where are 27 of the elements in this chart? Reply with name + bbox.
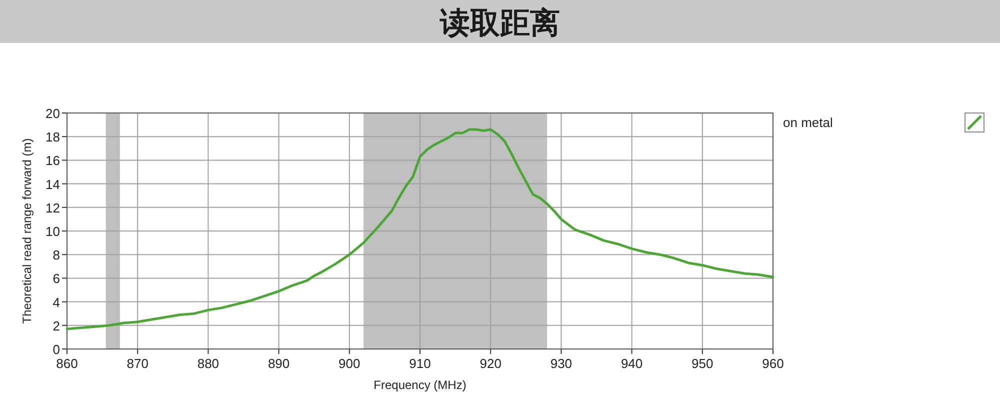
x-axis-title: Frequency (MHz) xyxy=(374,378,466,392)
x-tick-label: 920 xyxy=(480,356,502,371)
chart-title: 读取距离 xyxy=(439,6,560,40)
y-tick-label: 8 xyxy=(52,248,60,263)
x-tick-label: 890 xyxy=(268,356,290,371)
y-tick-label: 12 xyxy=(46,200,60,216)
y-tick-label: 10 xyxy=(46,224,60,239)
x-tick-label: 950 xyxy=(692,356,714,371)
x-tick-label: 900 xyxy=(338,356,360,371)
y-tick-label: 2 xyxy=(52,318,60,334)
y-tick-label: 4 xyxy=(52,294,60,310)
x-tick-label: 910 xyxy=(409,356,431,371)
x-tick-label: 870 xyxy=(126,356,148,371)
y-tick-label: 0 xyxy=(52,342,60,357)
y-tick-label: 6 xyxy=(52,271,60,286)
text: on metal xyxy=(783,115,833,130)
y-tick-label: 18 xyxy=(46,130,60,145)
x-tick-label: 860 xyxy=(56,356,78,371)
y-tick-label: 14 xyxy=(46,176,60,192)
line-series xyxy=(66,128,774,330)
y-axis-title: Theoretical read range forward (m) xyxy=(20,138,34,324)
y-tick-label: 20 xyxy=(46,106,60,121)
x-tick-label: 960 xyxy=(762,356,784,371)
x-tick-label: 880 xyxy=(197,356,220,371)
y-tick-label: 16 xyxy=(46,153,60,168)
x-tick-label: 930 xyxy=(550,356,572,371)
x-tick-label: 940 xyxy=(620,356,643,371)
